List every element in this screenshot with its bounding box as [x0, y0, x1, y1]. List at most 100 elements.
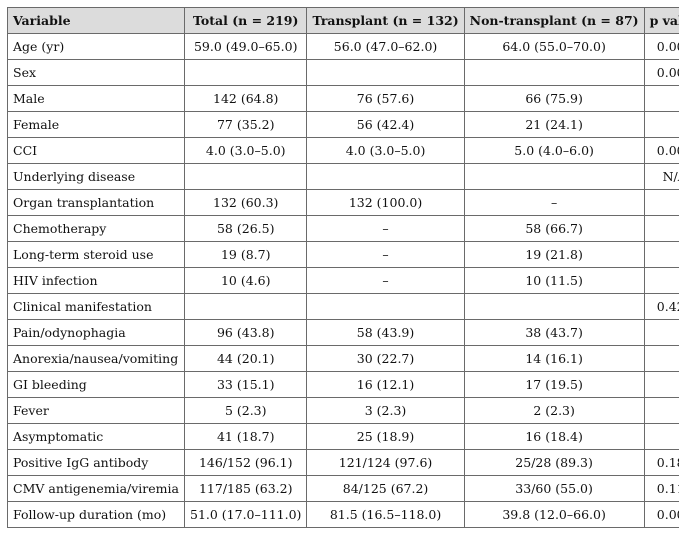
cell-total: [183, 163, 308, 190]
cell-total: 77 (35.2): [183, 111, 308, 138]
cell-non-transplant: 66 (75.9): [463, 85, 645, 112]
header-non-transplant: Non-transplant (n = 87): [463, 7, 645, 34]
table-row: Follow-up duration (mo) 51.0 (17.0–111.0)…: [7, 501, 679, 528]
cell-total: [183, 59, 308, 86]
cell-non-transplant: 58 (66.7): [463, 215, 645, 242]
table-row: CCI 4.0 (3.0–5.0) 4.0 (3.0–5.0) 5.0 (4.0–6.…: [7, 137, 679, 164]
cell-p-value: [643, 85, 679, 112]
cell-variable: Follow-up duration (mo): [7, 501, 185, 528]
cell-non-transplant: [463, 163, 645, 190]
cell-variable: Clinical manifestation: [7, 293, 185, 320]
cell-p-value: [643, 319, 679, 346]
cell-transplant: [306, 163, 465, 190]
cell-variable: HIV infection: [7, 267, 185, 294]
cell-transplant: 4.0 (3.0–5.0): [306, 137, 465, 164]
cell-p-value: 0.001: [643, 33, 679, 60]
table-row: Age (yr) 59.0 (49.0–65.0) 56.0 (47.0–62.0)…: [7, 33, 679, 60]
cell-non-transplant: 14 (16.1): [463, 345, 645, 372]
cell-transplant: 81.5 (16.5–118.0): [306, 501, 465, 528]
cell-transplant: 30 (22.7): [306, 345, 465, 372]
cell-non-transplant: –: [463, 189, 645, 216]
cell-transplant: 58 (43.9): [306, 319, 465, 346]
cell-total: 10 (4.6): [183, 267, 308, 294]
table-row: HIV infection 10 (4.6) –10 (11.5): [7, 267, 679, 294]
cell-p-value: 0.001: [643, 137, 679, 164]
cell-total: 4.0 (3.0–5.0): [183, 137, 308, 164]
cell-transplant: –: [306, 215, 465, 242]
cell-transplant: [306, 293, 465, 320]
cell-variable: Underlying disease: [7, 163, 185, 190]
cell-non-transplant: 33/60 (55.0): [463, 475, 645, 502]
cell-variable: Fever: [7, 397, 185, 424]
cell-p-value: [643, 111, 679, 138]
cell-transplant: –: [306, 267, 465, 294]
cell-transplant: 56.0 (47.0–62.0): [306, 33, 465, 60]
table-row: Sex 0.004: [7, 59, 679, 86]
cell-total: 41 (18.7): [183, 423, 308, 450]
table-row: GI bleeding 33 (15.1) 16 (12.1) 17 (19.5): [7, 371, 679, 398]
cell-p-value: 0.004: [643, 59, 679, 86]
table-row: Female 77 (35.2) 56 (42.4) 21 (24.1): [7, 111, 679, 138]
cell-p-value: [643, 423, 679, 450]
cell-total: 33 (15.1): [183, 371, 308, 398]
cell-p-value: [643, 241, 679, 268]
cell-variable: Asymptomatic: [7, 423, 185, 450]
cell-total: 142 (64.8): [183, 85, 308, 112]
table-row: Male 142 (64.8) 76 (57.6) 66 (75.9): [7, 85, 679, 112]
header-variable: Variable: [7, 7, 185, 34]
cell-variable: Long-term steroid use: [7, 241, 185, 268]
cell-transplant: 56 (42.4): [306, 111, 465, 138]
cell-non-transplant: 21 (24.1): [463, 111, 645, 138]
table-row: Underlying disease N/A: [7, 163, 679, 190]
cell-transplant: –: [306, 241, 465, 268]
cell-variable: GI bleeding: [7, 371, 185, 398]
cell-non-transplant: 64.0 (55.0–70.0): [463, 33, 645, 60]
cell-total: 96 (43.8): [183, 319, 308, 346]
header-transplant: Transplant (n = 132): [306, 7, 465, 34]
cell-variable: Age (yr): [7, 33, 185, 60]
cell-p-value: 0.427: [643, 293, 679, 320]
cell-non-transplant: 16 (18.4): [463, 423, 645, 450]
table-row: Asymptomatic 41 (18.7) 25 (18.9) 16 (18.4): [7, 423, 679, 450]
cell-non-transplant: [463, 293, 645, 320]
cell-transplant: 121/124 (97.6): [306, 449, 465, 476]
cell-transplant: 16 (12.1): [306, 371, 465, 398]
table-row: Positive IgG antibody 146/152 (96.1) 121/1…: [7, 449, 679, 476]
cell-p-value: 0.001: [643, 501, 679, 528]
cell-variable: Organ transplantation: [7, 189, 185, 216]
cell-non-transplant: [463, 59, 645, 86]
table-row: Chemotherapy 58 (26.5) –58 (66.7): [7, 215, 679, 242]
table-row: CMV antigenemia/viremia 117/185 (63.2) 84/…: [7, 475, 679, 502]
cell-p-value: [643, 371, 679, 398]
cell-total: 59.0 (49.0–65.0): [183, 33, 308, 60]
cell-non-transplant: 19 (21.8): [463, 241, 645, 268]
cell-transplant: 25 (18.9): [306, 423, 465, 450]
table-body: Age (yr) 59.0 (49.0–65.0) 56.0 (47.0–62.0)…: [7, 33, 679, 528]
cell-non-transplant: 25/28 (89.3): [463, 449, 645, 476]
cell-total: 117/185 (63.2): [183, 475, 308, 502]
table-row: Clinical manifestation 0.427: [7, 293, 679, 320]
header-p-value: p value: [643, 7, 679, 34]
table-row: Fever 5 (2.3) 3 (2.3) 2 (2.3): [7, 397, 679, 424]
cell-variable: Anorexia/nausea/vomiting: [7, 345, 185, 372]
header-total: Total (n = 219): [183, 7, 308, 34]
cell-total: 51.0 (17.0–111.0): [183, 501, 308, 528]
cell-transplant: 3 (2.3): [306, 397, 465, 424]
cell-non-transplant: 10 (11.5): [463, 267, 645, 294]
cell-transplant: [306, 59, 465, 86]
cell-total: [183, 293, 308, 320]
cell-total: 44 (20.1): [183, 345, 308, 372]
cell-transplant: 84/125 (67.2): [306, 475, 465, 502]
cell-p-value: [643, 397, 679, 424]
cell-p-value: N/A: [643, 163, 679, 190]
cell-p-value: 0.117: [643, 475, 679, 502]
cell-non-transplant: 2 (2.3): [463, 397, 645, 424]
cell-variable: Chemotherapy: [7, 215, 185, 242]
cell-p-value: [643, 189, 679, 216]
table-row: Anorexia/nausea/vomiting 44 (20.1) 30 (22.…: [7, 345, 679, 372]
cell-non-transplant: 39.8 (12.0–66.0): [463, 501, 645, 528]
cell-total: 5 (2.3): [183, 397, 308, 424]
table-row: Organ transplantation 132 (60.3) 132 (100.…: [7, 189, 679, 216]
cell-variable: Sex: [7, 59, 185, 86]
cell-transplant: 132 (100.0): [306, 189, 465, 216]
